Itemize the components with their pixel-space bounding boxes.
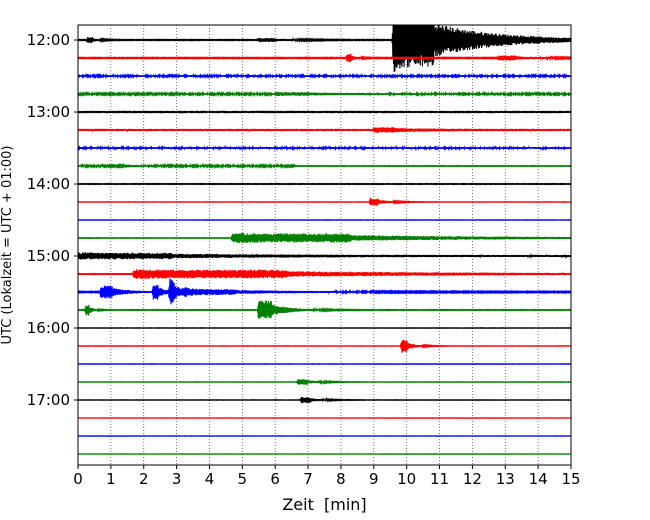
x-tick-label: 14 xyxy=(529,470,548,488)
x-tick-label: 15 xyxy=(561,470,580,488)
vertical-gridlines xyxy=(110,25,539,465)
trace-line xyxy=(78,72,571,79)
y-axis-label: UTC (Lokalzeit = UTC + 01:00) xyxy=(0,146,15,345)
y-tick-label: 14:00 xyxy=(27,175,70,193)
trace-line xyxy=(78,145,571,151)
axis-ticks: 0 1 2 3 4 5 6 7 8 9 10 11 12 13 14 1512:0013:0014:0015:… xyxy=(27,31,581,488)
trace-line xyxy=(78,396,571,404)
trace-line xyxy=(78,110,571,114)
x-tick-label: 9 xyxy=(369,470,379,488)
x-tick-label: 2 xyxy=(139,470,149,488)
trace-line xyxy=(78,25,571,72)
y-tick-label: 13:00 xyxy=(27,103,70,121)
y-tick-label: 17:00 xyxy=(27,391,70,409)
trace-line xyxy=(78,162,571,169)
trace-group xyxy=(78,25,571,455)
x-tick-label: 5 xyxy=(238,470,248,488)
trace-line xyxy=(78,278,571,305)
x-tick-label: 0 xyxy=(73,470,83,488)
x-tick-label: 13 xyxy=(496,470,515,488)
x-tick-label: 4 xyxy=(205,470,215,488)
y-tick-label: 12:00 xyxy=(27,31,70,49)
trace-line xyxy=(78,182,571,186)
trace-line xyxy=(78,232,571,244)
x-tick-label: 8 xyxy=(336,470,346,488)
trace-line xyxy=(78,252,571,260)
x-tick-label: 7 xyxy=(303,470,313,488)
x-tick-label: 11 xyxy=(430,470,449,488)
trace-line xyxy=(78,339,571,353)
x-tick-label: 3 xyxy=(172,470,182,488)
trace-line xyxy=(78,379,571,385)
trace-line xyxy=(78,268,571,279)
y-tick-label: 16:00 xyxy=(27,319,70,337)
y-tick-label: 15:00 xyxy=(27,247,70,265)
trace-line xyxy=(78,127,571,133)
x-tick-label: 12 xyxy=(463,470,482,488)
x-tick-label: 1 xyxy=(106,470,116,488)
x-tick-label: 6 xyxy=(270,470,280,488)
x-tick-label: 10 xyxy=(397,470,416,488)
trace-line xyxy=(78,197,571,206)
trace-line xyxy=(78,54,571,63)
trace-line xyxy=(78,300,571,319)
x-axis-label: Zeit [min] xyxy=(282,495,366,514)
axes-frame xyxy=(77,24,572,466)
trace-line xyxy=(78,91,571,97)
